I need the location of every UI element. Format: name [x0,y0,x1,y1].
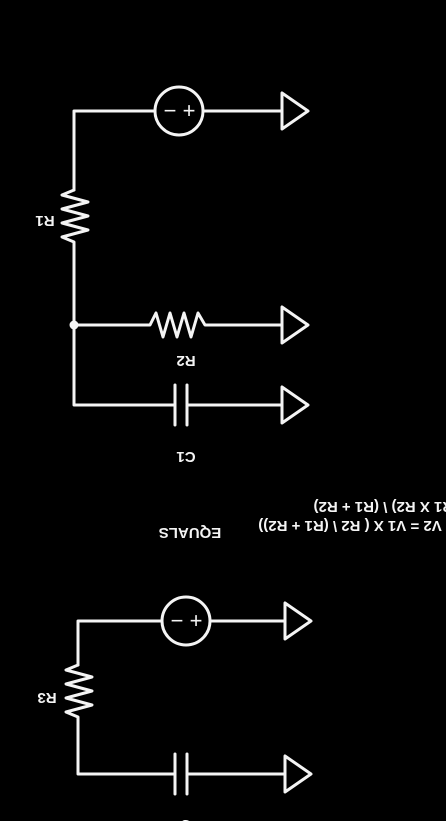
ground-5-icon [283,754,313,794]
label-r3: R3 [37,689,56,706]
label-r2: R2 [176,352,195,369]
equation-v2: V2 = V1 X ( R2 \ (R1 + R2)) [258,517,441,534]
capacitor-c-icon [173,752,189,796]
resistor-r1-icon [60,188,90,327]
label-equals: EQUALS [159,524,222,541]
source-1-minus: − [164,98,177,123]
ground-1-icon [280,91,310,131]
label-c1: C1 [176,448,195,465]
ground-3-icon [280,385,310,425]
capacitor-c1-icon [173,383,189,427]
original-circuit: − + R1 R2 C1 [35,85,310,465]
equivalent-circuit: − + R3 C [37,595,313,821]
wire-source2-to-corner [76,619,164,667]
source-2-minus: − [171,608,184,633]
resistor-r3-icon [64,663,177,776]
voltage-source-2-icon: − + [160,595,212,647]
voltage-source-1-icon: − + [153,85,205,137]
ground-4-icon [283,601,313,641]
source-2-plus: + [190,608,203,633]
wire-capacitor-c1 [72,323,177,407]
label-r1: R1 [35,212,54,229]
label-c-partial: C [180,816,191,821]
source-1-plus: + [183,98,196,123]
resistor-r2-icon [72,311,284,339]
equation-r3: R3 = (R1 X R2) \ (R1 + R2) [314,498,446,515]
wire-source-to-corner [72,109,157,192]
ground-2-icon [280,305,310,345]
